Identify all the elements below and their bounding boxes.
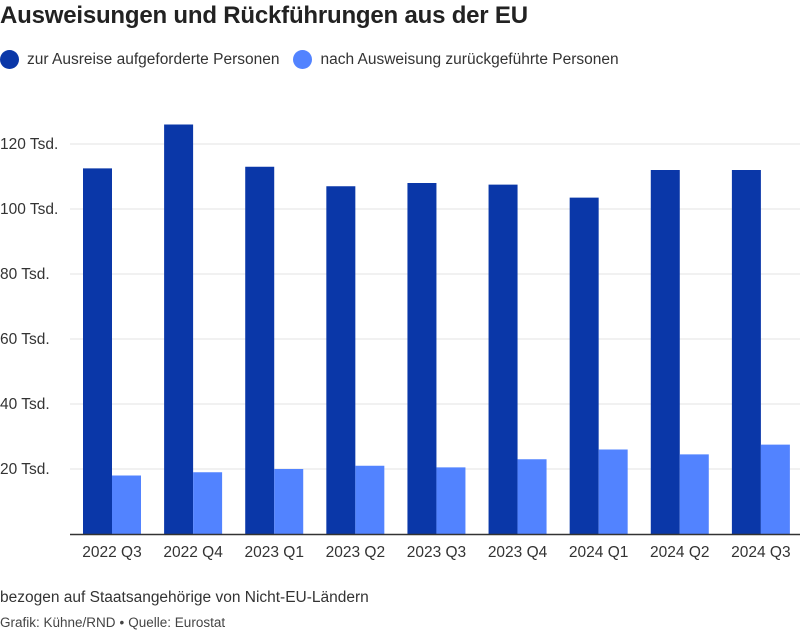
bar-series-2 xyxy=(193,472,223,534)
bar-series-1 xyxy=(407,183,437,534)
chart-credit: Grafik: Kühne/RND • Quelle: Eurostat xyxy=(0,615,225,630)
y-tick-label: 80 Tsd. xyxy=(0,266,50,283)
bar-series-1 xyxy=(164,124,194,534)
bar-series-2 xyxy=(517,459,547,534)
credit-separator: • xyxy=(119,615,125,630)
bar-series-1 xyxy=(488,184,518,534)
x-tick-label: 2022 Q4 xyxy=(163,544,223,561)
bar-series-2 xyxy=(355,465,385,534)
legend-item-series-1: zur Ausreise aufgeforderte Personen xyxy=(0,50,279,69)
bar-series-2 xyxy=(679,454,709,534)
bar-series-1 xyxy=(731,170,761,534)
x-tick-label: 2024 Q1 xyxy=(569,544,628,561)
x-tick-label: 2024 Q3 xyxy=(731,544,790,561)
bar-series-1 xyxy=(650,170,680,534)
legend-swatch-series-1 xyxy=(0,50,19,69)
chart-note: bezogen auf Staatsangehörige von Nicht-E… xyxy=(0,589,369,606)
bar-series-2 xyxy=(274,469,304,534)
bar-series-2 xyxy=(760,444,790,534)
legend: zur Ausreise aufgeforderte Personen nach… xyxy=(0,50,633,69)
bar-series-1 xyxy=(83,168,112,534)
bar-series-2 xyxy=(598,449,628,534)
legend-label-series-1: zur Ausreise aufgeforderte Personen xyxy=(27,50,280,68)
bar-series-2 xyxy=(436,467,466,534)
x-tick-label: 2023 Q2 xyxy=(326,544,385,561)
y-tick-label: 60 Tsd. xyxy=(0,331,50,348)
legend-item-series-2: nach Ausweisung zurückgeführte Personen xyxy=(293,50,619,69)
bar-series-1 xyxy=(245,166,275,534)
y-tick-label: 40 Tsd. xyxy=(0,396,50,413)
y-tick-label: 100 Tsd. xyxy=(0,201,58,218)
legend-label-series-2: nach Ausweisung zurückgeführte Personen xyxy=(320,50,619,68)
x-tick-label: 2022 Q3 xyxy=(82,544,141,561)
x-tick-label: 2023 Q3 xyxy=(407,544,466,561)
x-tick-label: 2023 Q1 xyxy=(244,544,303,561)
bar-series-2 xyxy=(112,475,141,534)
x-tick-label: 2024 Q2 xyxy=(650,544,709,561)
bar-series-1 xyxy=(569,197,599,534)
y-tick-label: 20 Tsd. xyxy=(0,461,50,478)
y-tick-label: 120 Tsd. xyxy=(0,136,58,153)
credit-grafik: Grafik: Kühne/RND xyxy=(0,615,116,630)
legend-swatch-series-2 xyxy=(293,50,313,69)
bar-series-1 xyxy=(326,186,356,534)
x-tick-label: 2023 Q4 xyxy=(488,544,548,561)
credit-quelle: Quelle: Eurostat xyxy=(128,615,226,630)
chart-title: Ausweisungen und Rückführungen aus der E… xyxy=(0,2,528,29)
bar-chart: 20 Tsd. 40 Tsd. 60 Tsd. 80 Tsd. 100 Tsd. 120 … xyxy=(0,124,800,561)
